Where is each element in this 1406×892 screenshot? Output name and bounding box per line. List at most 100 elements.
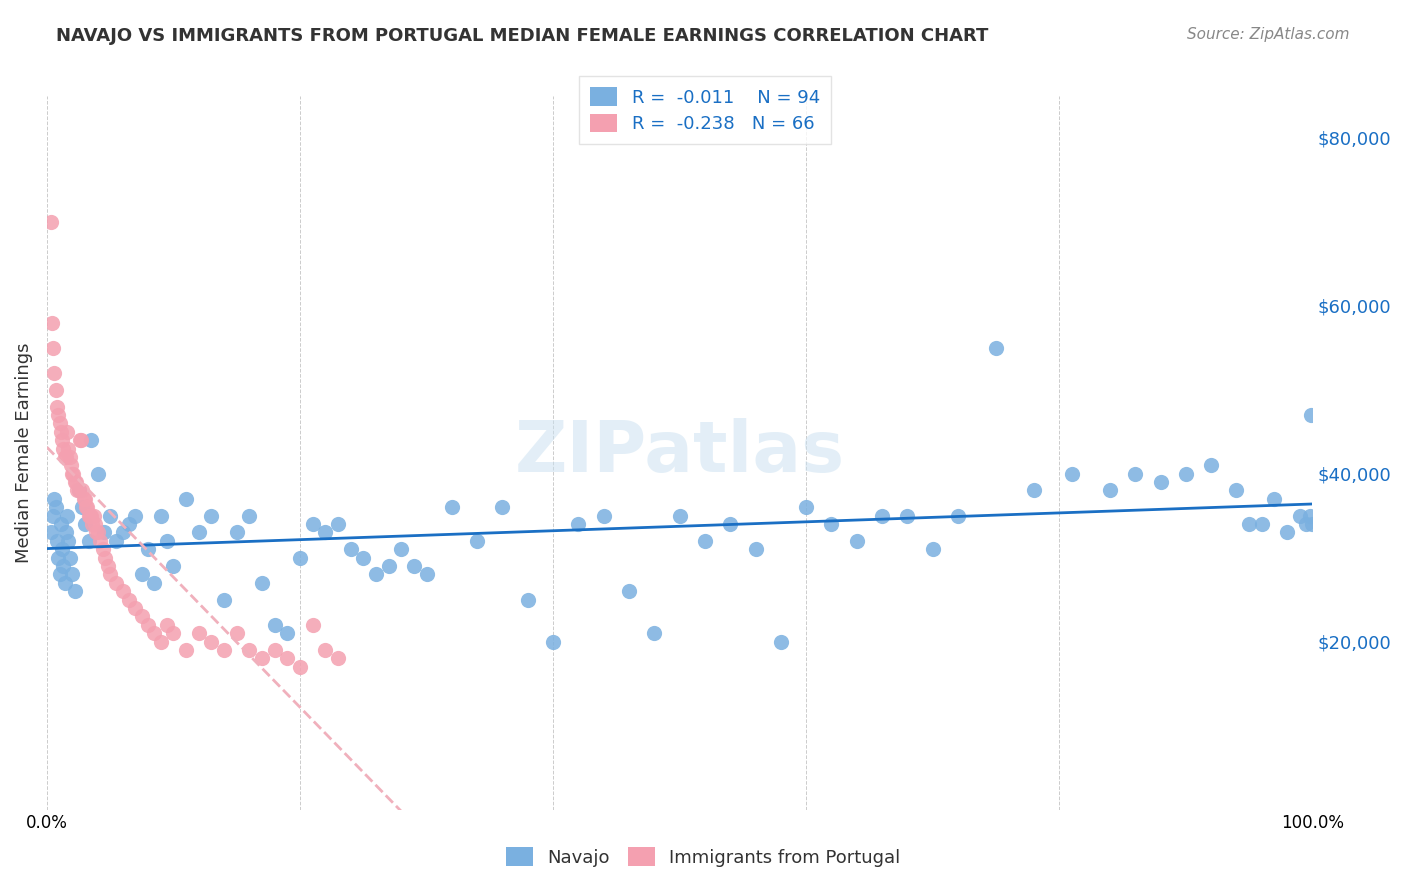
Point [440, 500, 463, 515]
Point [567, 517, 589, 532]
Point [84, 517, 107, 532]
Point [174, 491, 197, 506]
Point [1301, 517, 1323, 532]
Point [162, 559, 184, 574]
Point [53, 450, 76, 464]
Point [402, 559, 425, 574]
Point [946, 508, 969, 523]
Point [124, 508, 146, 523]
Point [143, 575, 166, 590]
Point [63, 475, 86, 489]
Point [86, 467, 108, 481]
Point [82, 517, 104, 532]
Point [921, 542, 943, 557]
Point [250, 575, 273, 590]
Point [111, 584, 134, 599]
Point [46, 550, 69, 565]
Legend: R =  -0.011    N = 94, R =  -0.238   N = 66: R = -0.011 N = 94, R = -0.238 N = 66 [579, 77, 831, 144]
Point [48, 567, 70, 582]
Point [301, 617, 323, 632]
Point [46, 408, 69, 422]
Point [339, 542, 361, 557]
Point [301, 517, 323, 532]
Y-axis label: Median Female Earnings: Median Female Earnings [15, 343, 32, 563]
Point [156, 533, 179, 548]
Point [389, 542, 412, 557]
Point [149, 508, 172, 523]
Point [131, 567, 153, 582]
Point [276, 626, 298, 640]
Point [541, 634, 564, 648]
Point [89, 533, 111, 548]
Point [84, 525, 107, 540]
Point [83, 508, 105, 523]
Point [162, 626, 184, 640]
Point [58, 442, 80, 456]
Point [73, 517, 96, 532]
Point [44, 491, 66, 506]
Point [1263, 491, 1285, 506]
Point [93, 525, 115, 540]
Point [51, 433, 73, 447]
Point [53, 575, 76, 590]
Point [263, 617, 285, 632]
Point [415, 567, 437, 582]
Point [143, 626, 166, 640]
Point [118, 517, 141, 532]
Point [1288, 508, 1310, 523]
Point [326, 517, 349, 532]
Point [288, 660, 311, 674]
Point [65, 475, 87, 489]
Point [80, 508, 103, 523]
Point [984, 341, 1007, 355]
Point [250, 651, 273, 665]
Point [55, 450, 77, 464]
Point [1295, 517, 1317, 532]
Point [212, 643, 235, 657]
Point [200, 508, 222, 523]
Point [212, 592, 235, 607]
Point [60, 567, 83, 582]
Point [156, 617, 179, 632]
Point [465, 533, 488, 548]
Point [1098, 483, 1121, 498]
Point [1237, 517, 1260, 532]
Point [491, 500, 513, 515]
Point [45, 383, 67, 397]
Point [1123, 467, 1146, 481]
Point [56, 508, 79, 523]
Point [136, 542, 159, 557]
Point [1250, 517, 1272, 532]
Point [352, 550, 374, 565]
Point [111, 525, 134, 540]
Point [377, 559, 399, 574]
Point [314, 643, 336, 657]
Point [187, 626, 209, 640]
Point [769, 634, 792, 648]
Point [48, 417, 70, 431]
Point [56, 425, 79, 439]
Point [744, 542, 766, 557]
Point [643, 626, 665, 640]
Point [1299, 508, 1322, 523]
Point [52, 559, 75, 574]
Point [131, 609, 153, 624]
Point [870, 508, 893, 523]
Point [149, 634, 172, 648]
Text: NAVAJO VS IMMIGRANTS FROM PORTUGAL MEDIAN FEMALE EARNINGS CORRELATION CHART: NAVAJO VS IMMIGRANTS FROM PORTUGAL MEDIA… [56, 27, 988, 45]
Point [718, 517, 741, 532]
Point [136, 617, 159, 632]
Point [326, 651, 349, 665]
Point [39, 215, 62, 229]
Point [86, 525, 108, 540]
Point [225, 626, 247, 640]
Point [592, 508, 614, 523]
Point [238, 643, 260, 657]
Point [794, 500, 817, 515]
Point [91, 542, 114, 557]
Point [693, 533, 716, 548]
Point [62, 467, 84, 481]
Point [73, 491, 96, 506]
Point [97, 559, 120, 574]
Point [60, 467, 83, 481]
